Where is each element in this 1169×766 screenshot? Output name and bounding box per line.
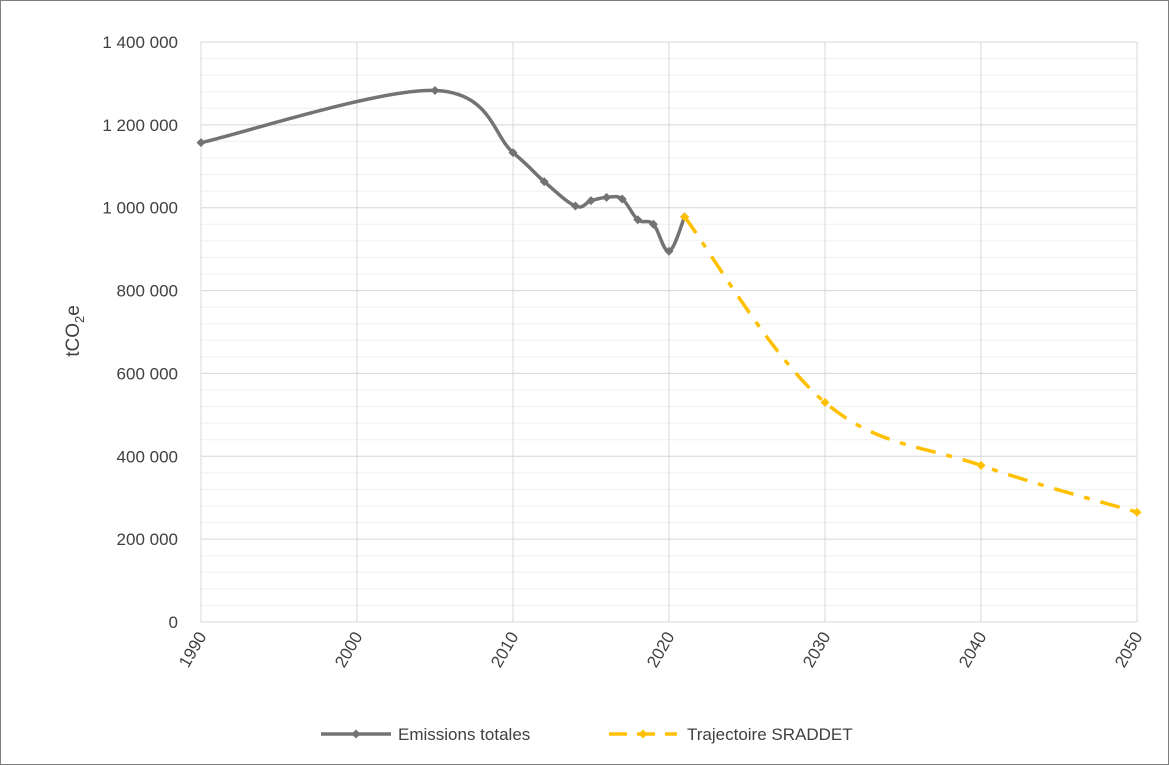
x-tick-label: 2000	[331, 629, 366, 671]
series-0-point	[539, 177, 549, 187]
x-tick-label: 2020	[643, 629, 678, 671]
y-axis-label-main: tCO	[63, 323, 84, 357]
series-0-point	[633, 215, 643, 225]
major-gridlines	[200, 41, 1138, 623]
y-tick-label: 600 000	[117, 364, 178, 383]
x-tick-label: 2010	[487, 629, 522, 671]
series-1-point	[820, 397, 830, 407]
x-tick-label: 1990	[175, 629, 210, 671]
series-0-point	[430, 85, 440, 95]
x-tick-label: 2030	[799, 629, 834, 671]
series-0-point	[508, 148, 518, 158]
series-0-point	[196, 138, 206, 148]
legend-label-emissions: Emissions totales	[398, 725, 530, 744]
y-tick-label: 1 200 000	[102, 116, 178, 135]
y-tick-label: 800 000	[117, 282, 178, 301]
legend-item-sraddet[interactable]: Trajectoire SRADDET	[609, 725, 853, 744]
series-0-point	[602, 192, 612, 202]
x-axis-tick-labels: 1990 2000 2010 2020 2030 2040 2050	[175, 629, 1146, 671]
series-1-point	[680, 212, 690, 222]
x-tick-label: 2040	[955, 629, 990, 671]
y-tick-label: 400 000	[117, 447, 178, 466]
series-line-0	[200, 88, 687, 253]
legend-label-sraddet: Trajectoire SRADDET	[687, 725, 853, 744]
series-1-point	[976, 460, 986, 470]
y-axis-label: tCO2e	[63, 305, 87, 357]
legend: Emissions totales Trajectoire SRADDET	[321, 725, 853, 744]
series-line-1	[683, 215, 1138, 514]
series-0-point	[570, 201, 580, 211]
series-1-point	[1132, 507, 1142, 517]
series-0-point	[586, 196, 596, 206]
series-0-point	[648, 219, 658, 229]
y-tick-label: 0	[169, 613, 178, 632]
y-tick-label: 1 000 000	[102, 199, 178, 218]
y-tick-label: 200 000	[117, 530, 178, 549]
series-0-point	[664, 246, 674, 256]
series-layer	[196, 85, 1142, 517]
series-0-point	[617, 194, 627, 204]
y-axis-tick-labels: 0 200 000 400 000 600 000 800 000 1 000 000 1 …	[102, 33, 178, 632]
x-tick-label: 2050	[1111, 629, 1146, 671]
legend-swatch-sraddet-marker	[638, 729, 648, 739]
y-axis-label-suffix: e	[63, 305, 84, 316]
legend-item-emissions[interactable]: Emissions totales	[321, 725, 530, 744]
y-tick-label: 1 400 000	[102, 33, 178, 52]
y-axis-label-subscript: 2	[72, 316, 87, 323]
legend-swatch-emissions-marker	[351, 729, 361, 739]
